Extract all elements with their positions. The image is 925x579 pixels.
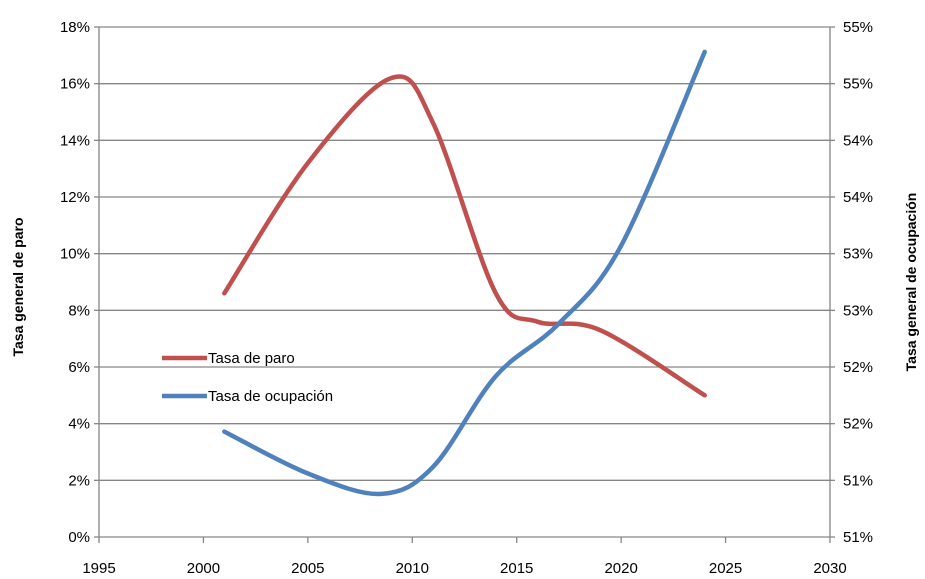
left-tick-label: 0% [68, 529, 90, 546]
x-tick-labels: 1995 2000 2005 2010 2015 2020 2025 2030 [82, 560, 846, 577]
y-axis-left-title: Tasa general de paro [10, 217, 26, 356]
right-tick-labels: 51% 51% 52% 52% 53% 53% 54% 54% 55% 55% [843, 19, 873, 546]
left-tick-label: 6% [68, 359, 90, 376]
left-tick-labels: 0% 2% 4% 6% 8% 10% 12% 14% 16% 18% [60, 19, 90, 546]
legend-label-tasa-de-paro: Tasa de paro [208, 350, 295, 367]
right-tick-label: 55% [843, 76, 873, 93]
series-line-tasa-de-ocupacion [222, 49, 707, 497]
x-tick-label: 2005 [291, 560, 324, 577]
x-tick-label: 1995 [82, 560, 115, 577]
gridlines [99, 26, 830, 538]
right-tick-label: 54% [843, 132, 873, 149]
right-tick-label: 54% [843, 189, 873, 206]
left-tick-label: 8% [68, 302, 90, 319]
x-tick-label: 2030 [813, 560, 846, 577]
left-tick-label: 14% [60, 132, 90, 149]
right-tick-label: 51% [843, 472, 873, 489]
right-tick-label: 53% [843, 302, 873, 319]
x-tick-label: 2000 [187, 560, 220, 577]
right-tick-label: 51% [843, 529, 873, 546]
left-tick-label: 12% [60, 189, 90, 206]
right-tick-label: 53% [843, 246, 873, 263]
x-tick-label: 2015 [500, 560, 533, 577]
left-tick-label: 16% [60, 76, 90, 93]
legend-label-tasa-de-ocupacion: Tasa de ocupación [208, 388, 333, 405]
left-tick-label: 18% [60, 19, 90, 36]
y-axis-right-title: Tasa general de ocupación [903, 193, 919, 372]
series-line-tasa-de-paro [222, 74, 707, 398]
legend: Tasa de paro Tasa de ocupación [162, 350, 333, 405]
x-tick-label: 2010 [396, 560, 429, 577]
left-tick-label: 2% [68, 472, 90, 489]
left-tick-label: 10% [60, 246, 90, 263]
right-tick-label: 52% [843, 416, 873, 433]
x-tick-label: 2020 [604, 560, 637, 577]
axes [94, 26, 835, 543]
right-tick-label: 52% [843, 359, 873, 376]
series-lines [222, 49, 707, 497]
left-tick-label: 4% [68, 416, 90, 433]
x-tick-label: 2025 [709, 560, 742, 577]
right-tick-label: 55% [843, 19, 873, 36]
